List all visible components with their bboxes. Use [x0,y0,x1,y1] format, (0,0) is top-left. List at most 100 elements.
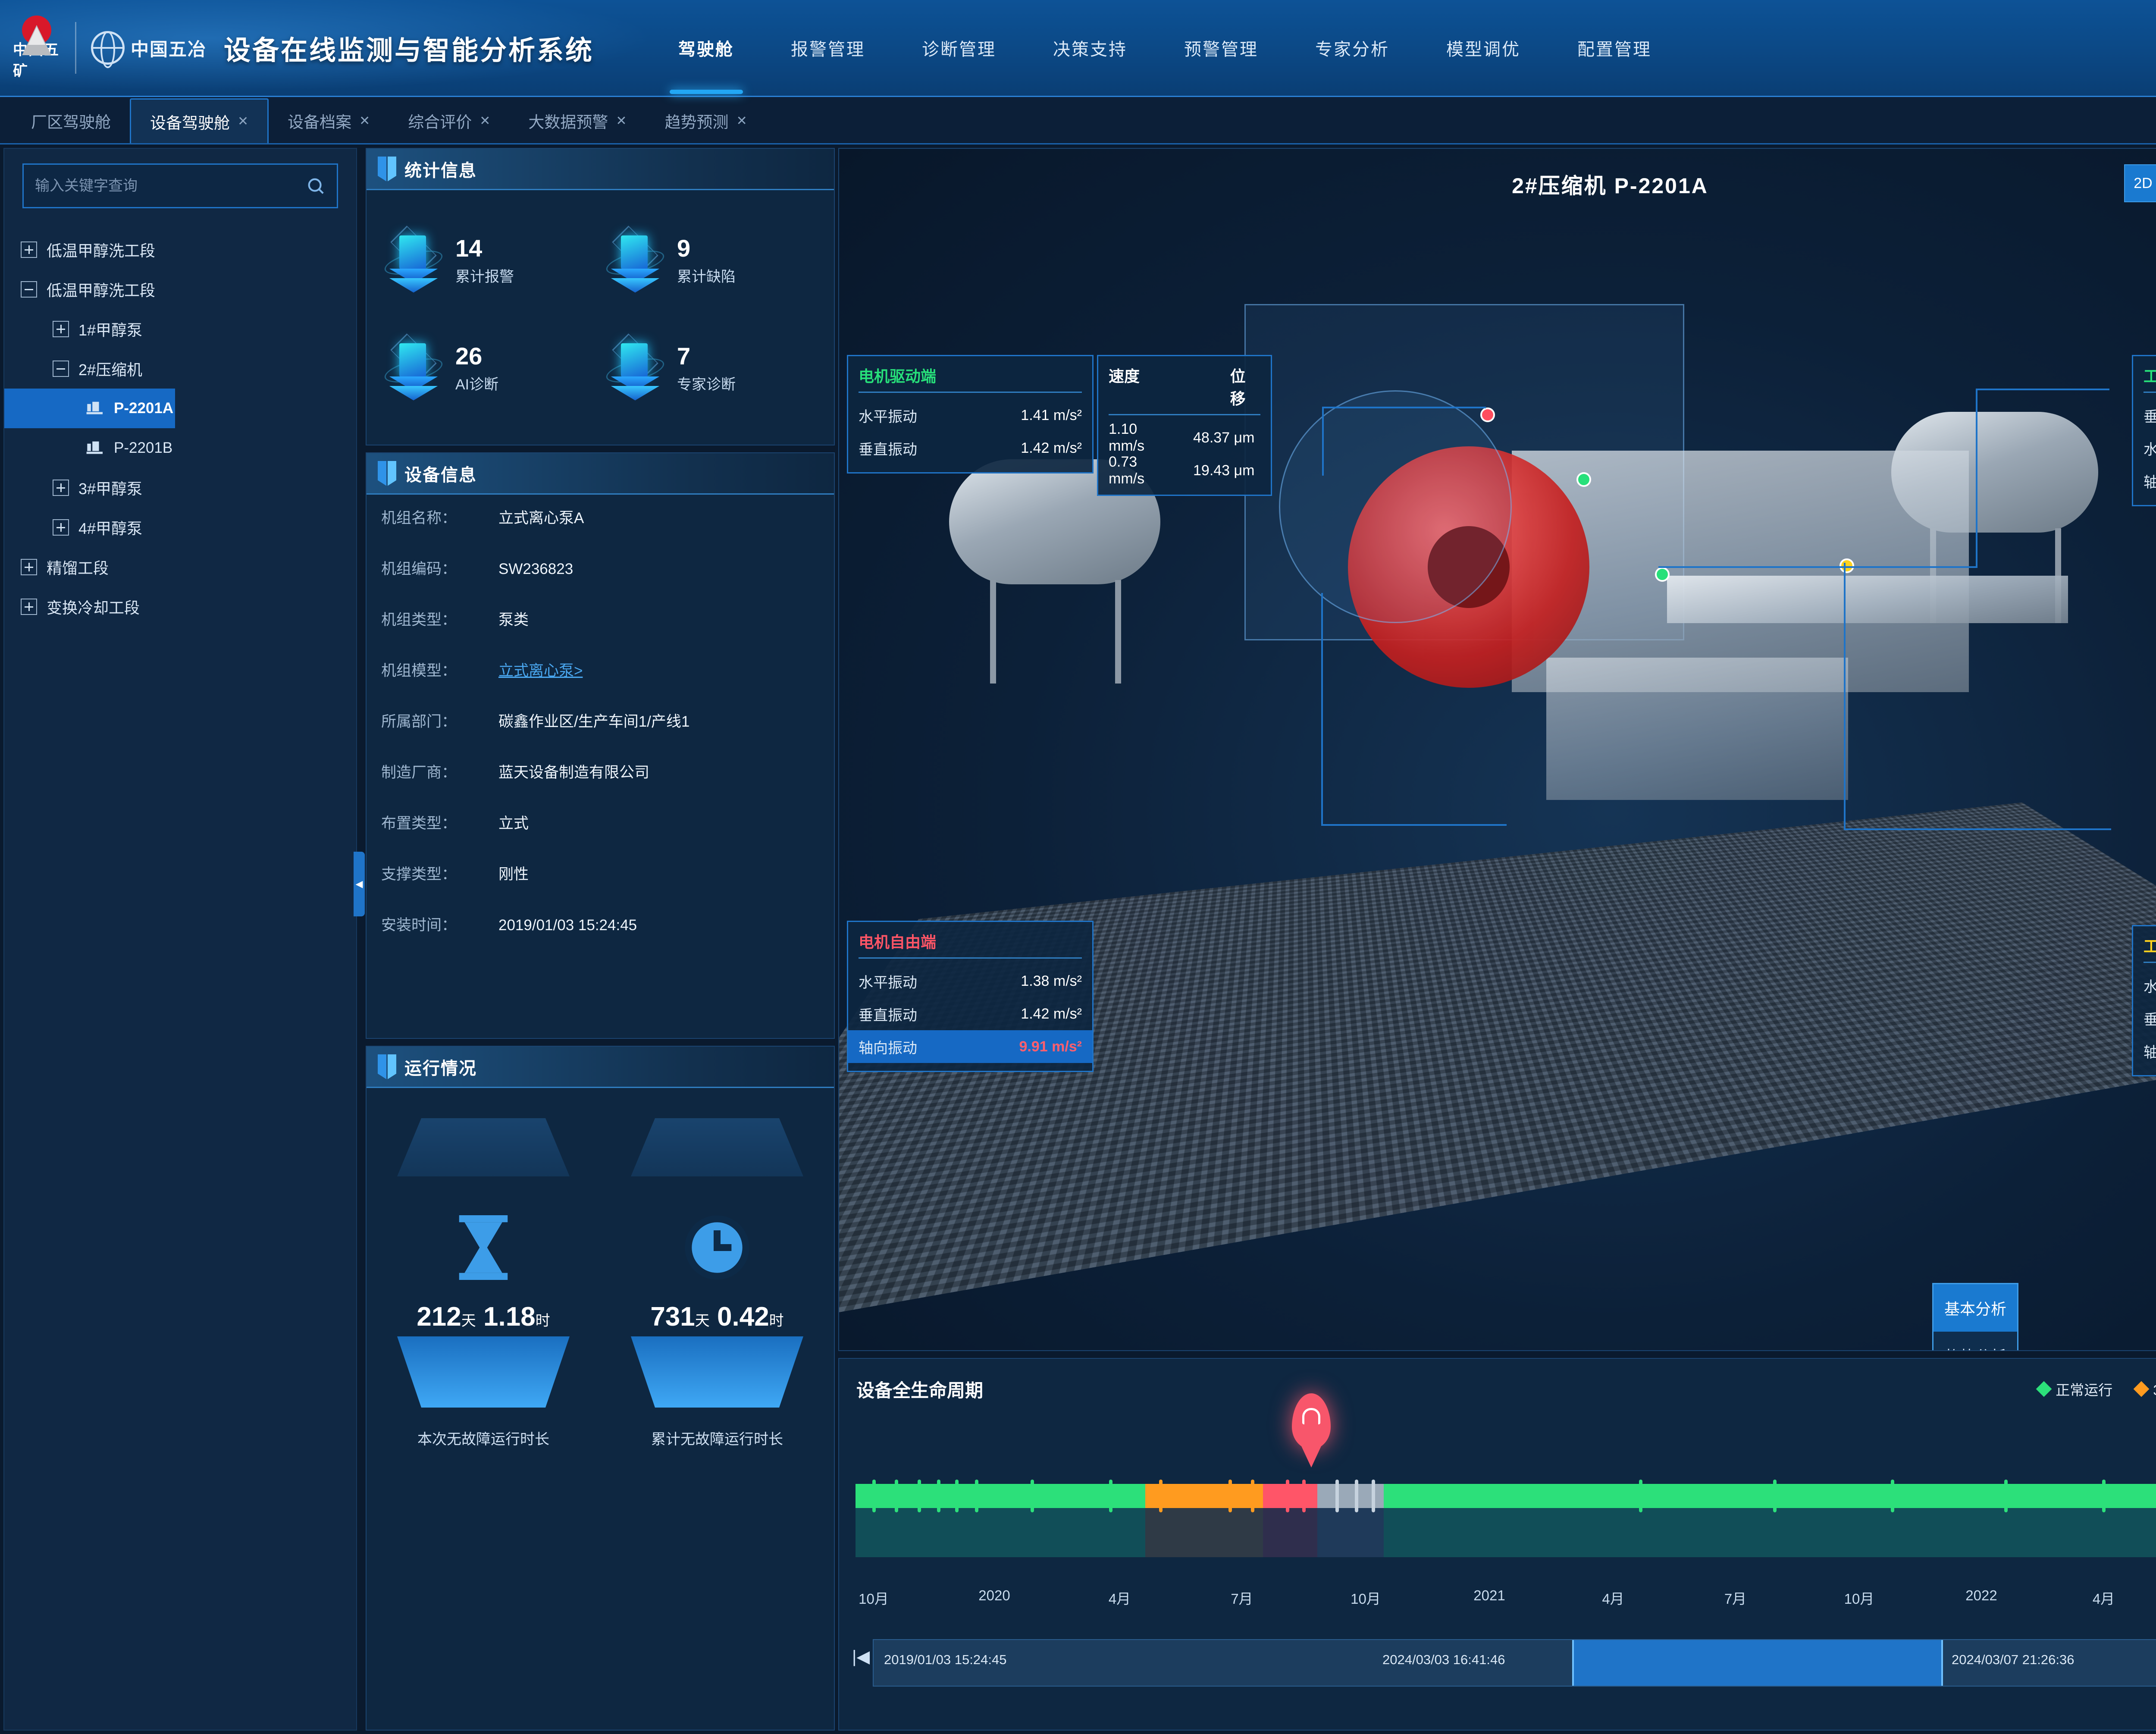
close-icon[interactable]: ✕ [238,114,249,129]
legend-item-level3-alarm[interactable]: 3级报警 [2133,1379,2156,1399]
alarm-marker-pin[interactable] [1291,1393,1331,1449]
menu-item-basic-analysis[interactable]: 基本分析 [1934,1284,2017,1332]
expand-icon[interactable] [21,559,37,575]
stat-item-ai-diagnosis[interactable]: 26 AI诊断 [381,314,603,422]
panel-flag-icon [378,157,397,182]
tree-node-pump-3[interactable]: 3#甲醇泵 [4,468,356,508]
panel-header: 统计信息 [367,149,834,190]
tree-node-p2201b[interactable]: P-2201B [4,428,356,468]
collapse-icon[interactable] [21,281,37,298]
band-normal [856,1508,1145,1557]
search-icon[interactable] [306,176,326,196]
measure-row-selected[interactable]: 轴向振动 9.91 m/s² [848,1030,1092,1063]
nav-item-model-tuning[interactable]: 模型调优 [1446,40,1521,59]
cube-icon [381,225,446,296]
divider [1109,414,1260,415]
tab-equipment-cockpit[interactable]: 设备驾驶舱 ✕ [130,98,269,143]
measure-box-motor-free-end[interactable]: 电机自由端 水平振动 1.38 m/s² 垂直振动 1.42 m/s² 轴向振动… [847,921,1094,1072]
legend-item-normal[interactable]: 正常运行 [2036,1379,2112,1399]
collapse-icon[interactable] [53,361,69,377]
nav-item-cockpit[interactable]: 驾驶舱 [650,0,762,97]
axis-tick-label: 4月 [2092,1591,2115,1607]
menu-item-trend-analysis[interactable]: 趋势分析 [1934,1332,2017,1350]
expand-icon[interactable] [21,599,37,615]
nav-item-decision-support[interactable]: 决策支持 [1053,40,1128,59]
sidebar-collapse-handle[interactable]: ◀ [354,852,365,916]
measure-box-motor-drive-end[interactable]: 电机驱动端 水平振动 1.41 m/s² 垂直振动 1.42 m/s² [847,355,1094,473]
clock-icon [685,1215,749,1280]
timeline-first-button[interactable]: |◀ [852,1647,870,1666]
nav-item-config-management[interactable]: 配置管理 [1577,40,1652,59]
close-icon[interactable]: ✕ [736,113,747,128]
view-2d-button[interactable]: 2D [2125,165,2156,201]
band-shutdown [1317,1508,1384,1557]
measure-row: 垂直振动 1.42 m/s² [859,432,1082,464]
tab-bigdata-warning[interactable]: 大数据预警 ✕ [509,98,646,143]
cell-displacement: 19.43 μm [1193,462,1255,479]
tab-trend-prediction[interactable]: 趋势预测 ✕ [646,98,766,143]
expand-icon[interactable] [53,480,69,496]
tab-plant-cockpit[interactable]: 厂区驾驶舱 [12,98,130,143]
close-icon[interactable]: ✕ [616,113,627,128]
measure-box-machine-front-end[interactable]: 工作机前端 垂直振动 1.38 m/s² 水平振动 1.42 m/s² 轴向振动… [2132,355,2156,506]
tab-comprehensive-evaluation[interactable]: 综合评价 ✕ [389,98,509,143]
runtime-days: 731 [650,1302,695,1332]
tab-equipment-archive[interactable]: 设备档案 ✕ [269,98,389,143]
tree-node-shift-cooling[interactable]: 变换冷却工段 [4,587,356,627]
search-input[interactable] [35,177,306,194]
measure-label: 垂直振动 [2143,1008,2156,1029]
lifecycle-track[interactable] [856,1393,2156,1557]
nav-item-diagnosis-management[interactable]: 诊断管理 [922,40,997,59]
stat-item-defects[interactable]: 9 累计缺陷 [603,207,824,314]
tree-node-label: P-2201A [114,400,174,417]
nav-item-expert-analysis[interactable]: 专家分析 [1315,40,1390,59]
timeline-scrollbar[interactable]: 2019/01/03 15:24:45 2024/03/03 16:41:46 … [873,1639,2156,1687]
measure-row: 垂直振动 1.42 m/s² [859,997,1082,1030]
measure-row: 水平振动 1.38 m/s² [859,965,1082,997]
legend-label: 3级报警 [2153,1379,2156,1399]
tree-node-section-1[interactable]: 低温甲醇洗工段 [4,230,356,270]
measure-box-title: 工作机后端 [2143,934,2156,956]
tree-node-compressor-2[interactable]: 2#压缩机 [4,349,356,389]
nav-item-early-warning[interactable]: 预警管理 [1184,40,1259,59]
axis-tick-label: 2020 [978,1587,1010,1603]
search-box[interactable] [22,163,338,208]
stat-item-expert-diagnosis[interactable]: 7 专家诊断 [603,314,824,422]
tree-node-distillation[interactable]: 精馏工段 [4,547,356,587]
tab-label: 大数据预警 [528,113,608,131]
info-rows: 机组名称： 立式离心泵A 机组编码： SW236823 机组类型： 泵类 机组模… [367,495,834,964]
sensor-point-normal[interactable] [1576,472,1591,487]
cube-icon [381,333,446,404]
nav-item-alarm-management[interactable]: 报警管理 [791,40,865,59]
tree-list: 低温甲醇洗工段 低温甲醇洗工段 1#甲醇泵 2#压缩机 P-2201A [4,230,356,627]
measure-row: 水平振动 1.41 m/s² [2143,969,2156,1002]
close-icon[interactable]: ✕ [479,113,491,128]
tree-node-pump-4[interactable]: 4#甲醇泵 [4,508,356,547]
timeline-selection[interactable] [1572,1640,1943,1686]
sensor-point-warning[interactable] [1839,558,1854,573]
machine-model-link[interactable]: 立式离心泵> [498,662,583,679]
sensor-point-alarm[interactable] [1480,408,1495,422]
tree-node-section-2[interactable]: 低温甲醇洗工段 [4,270,356,309]
divider [2143,392,2156,393]
axis-tick-label: 2021 [1473,1587,1505,1603]
tab-bar: 厂区驾驶舱 设备驾驶舱 ✕ 设备档案 ✕ 综合评价 ✕ 大数据预警 ✕ 趋势预测… [0,97,2156,144]
equipment-tree-panel: 低温甲醇洗工段 低温甲醇洗工段 1#甲醇泵 2#压缩机 P-2201A [3,148,357,1731]
stat-item-alarms[interactable]: 14 累计报警 [381,207,603,314]
segment-normal [856,1484,1145,1508]
stat-label: 专家诊断 [677,376,736,393]
expand-icon[interactable] [21,241,37,258]
runtime-card-current: 212天 1.18时 本次无故障运行时长 [367,1088,600,1722]
expand-icon[interactable] [53,321,69,337]
sensor-point-normal[interactable] [1655,567,1670,582]
tree-node-pump-1[interactable]: 1#甲醇泵 [4,309,356,349]
band-level4 [1263,1508,1317,1557]
info-row: 制造厂商： 蓝天设备制造有限公司 [367,760,834,811]
tree-node-p2201a[interactable]: P-2201A [4,389,175,428]
statistics-panel: 统计信息 14 累计报警 9 累计缺陷 [366,148,835,445]
close-icon[interactable]: ✕ [359,113,370,128]
equipment-3d-view[interactable]: 2#压缩机 P-2201A [838,148,2156,1351]
expand-icon[interactable] [53,519,69,536]
measure-box-machine-rear-end[interactable]: 工作机后端 水平振动 1.41 m/s² 垂直振动 1.38 m/s² 轴向振动… [2132,925,2156,1076]
runtime-panel: 运行情况 212天 1.18时 本次无故障运行时长 [366,1046,835,1731]
